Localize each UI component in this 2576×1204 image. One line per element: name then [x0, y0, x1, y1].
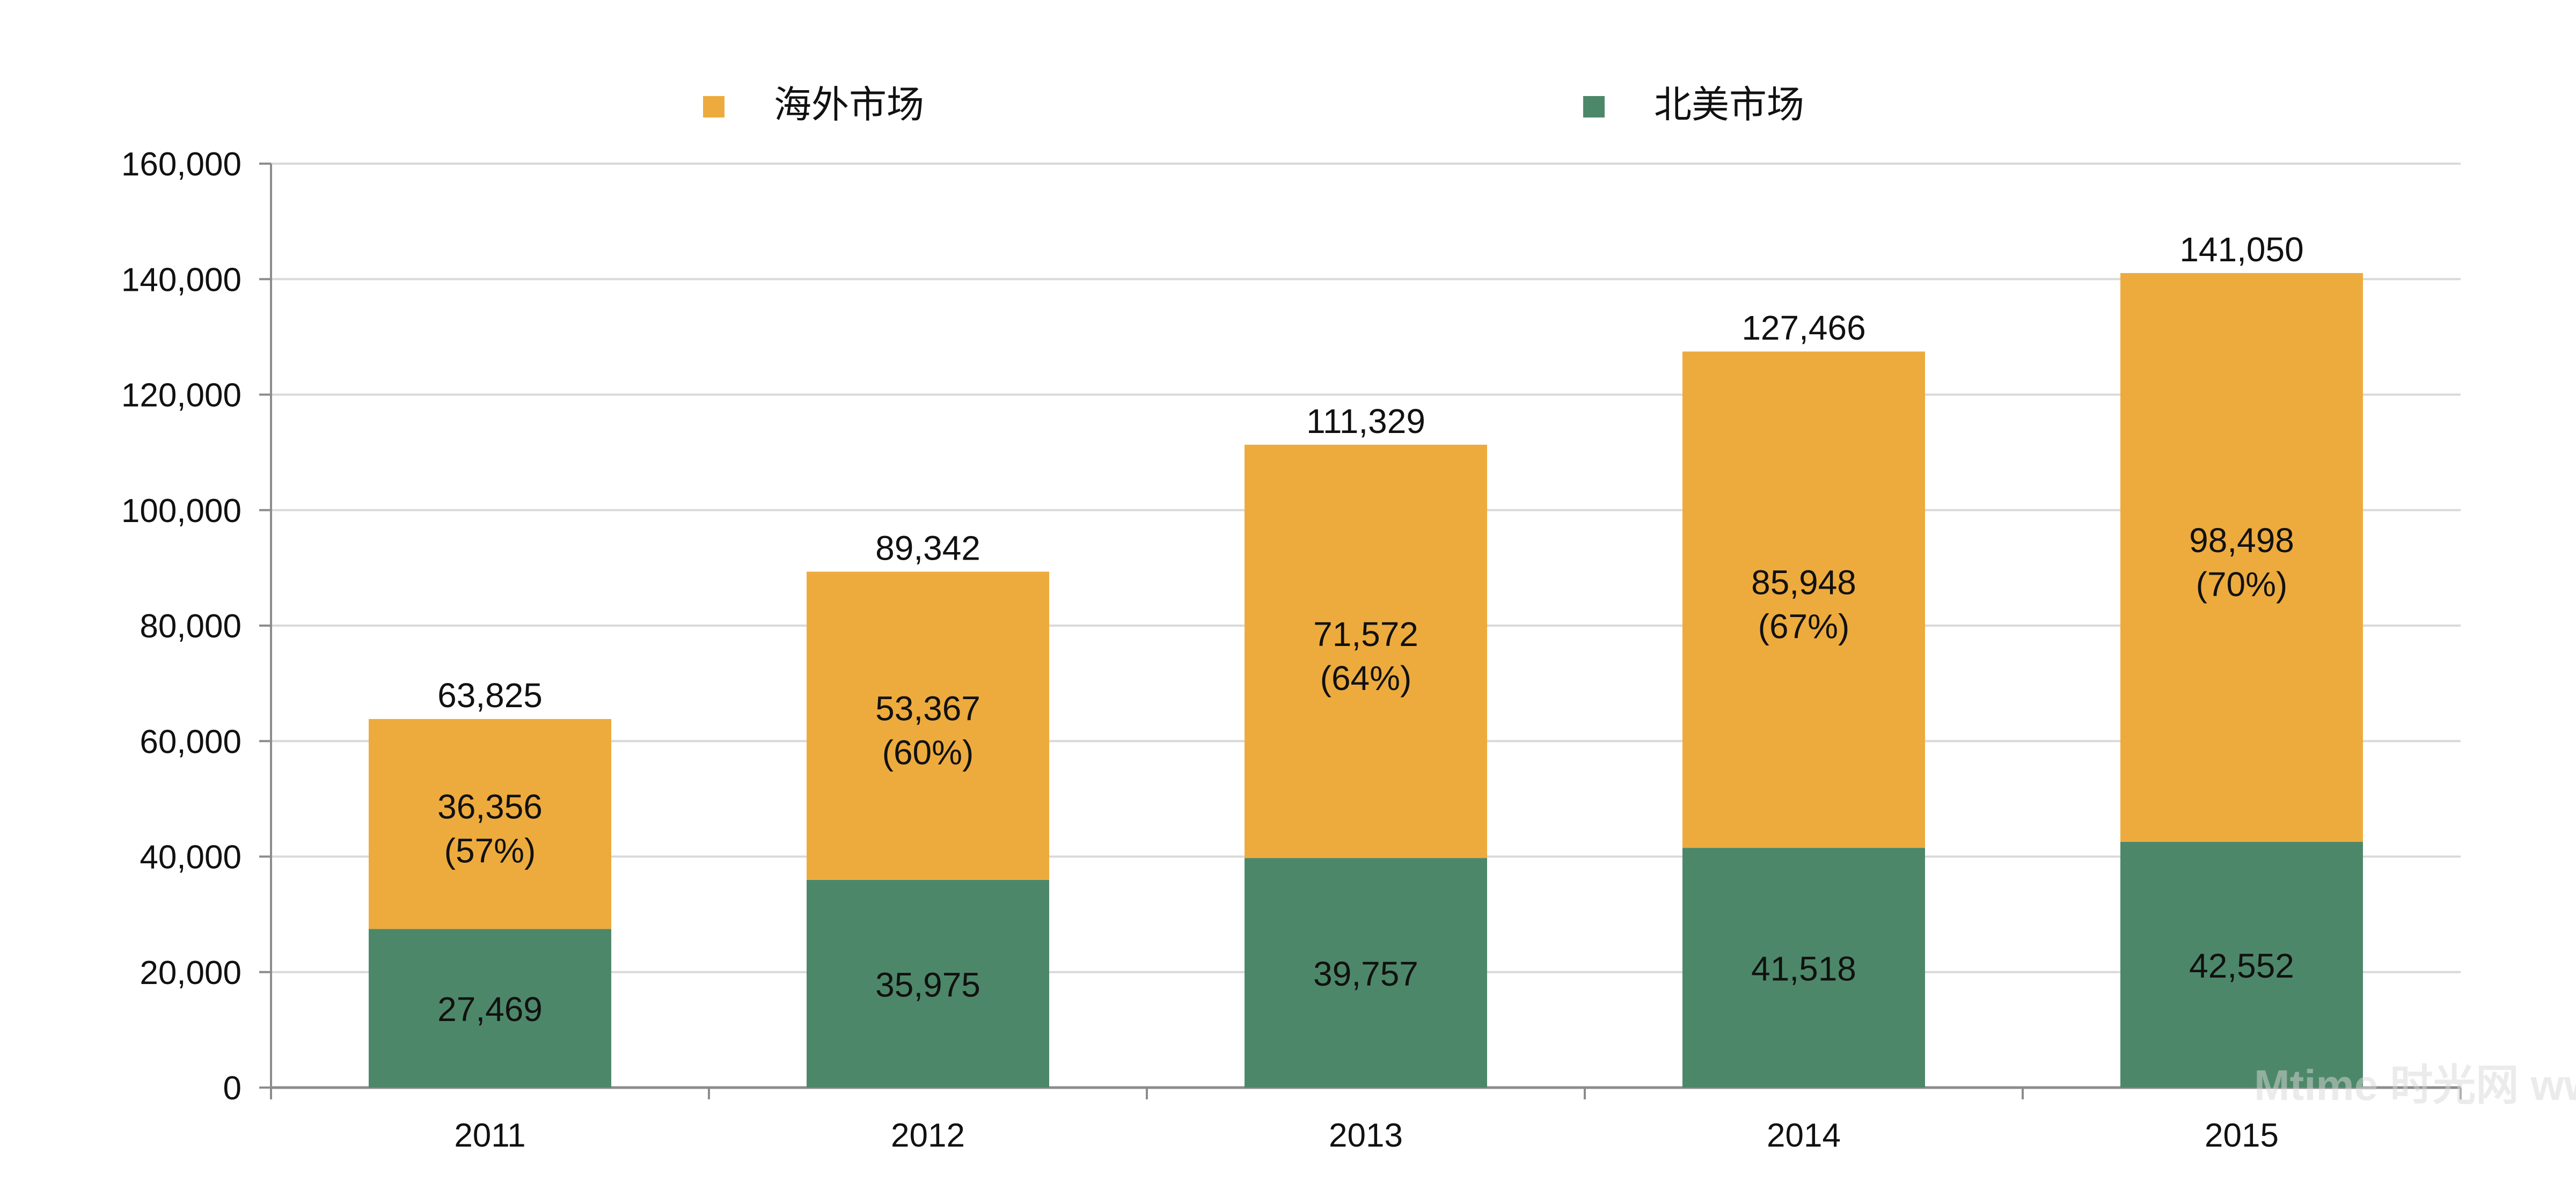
x-axis: 2011 2012 2013 2014 2015	[270, 1086, 2462, 1154]
bar-label-overseas: 98,498	[2189, 521, 2294, 560]
bar-overseas	[2120, 273, 2363, 842]
data-labels: 27,469 36,356 (57%) 63,825 35,975 53,367 (60%)…	[437, 230, 2304, 1029]
legend-label: 北美市场	[1654, 84, 1804, 126]
bar-label-overseas: 85,948	[1751, 563, 1856, 602]
bar-label-north-america: 27,469	[437, 990, 543, 1029]
y-tick-label: 80,000	[140, 608, 241, 645]
bar-north-america	[1682, 848, 1925, 1088]
bar-label-north-america: 35,975	[875, 965, 980, 1004]
y-tick-label: 140,000	[121, 261, 241, 298]
bar-label-overseas: 53,367	[875, 689, 980, 728]
x-tick-label: 2012	[891, 1117, 965, 1154]
bar-label-north-america: 39,757	[1313, 955, 1418, 993]
y-tick-label: 60,000	[140, 723, 241, 760]
bar-label-overseas-share: (64%)	[1320, 659, 1412, 698]
watermark-text: Mtime 时光网 www.mtime.com	[2254, 1061, 2576, 1109]
bar-total-label: 111,329	[1306, 402, 1425, 441]
bar-label-north-america: 42,552	[2189, 946, 2294, 985]
bar-north-america	[369, 929, 611, 1088]
bar-label-north-america: 41,518	[1751, 950, 1856, 988]
bar-total-label: 63,825	[437, 676, 543, 715]
bar-total-label: 127,466	[1741, 309, 1865, 347]
bar-north-america	[1245, 858, 1487, 1088]
bars	[369, 273, 2363, 1088]
bar-label-overseas-share: (57%)	[444, 832, 536, 870]
bar-label-overseas: 36,356	[437, 788, 543, 826]
bar-overseas	[369, 719, 611, 929]
legend-label: 海外市场	[774, 84, 924, 126]
y-tick-label: 20,000	[140, 955, 241, 992]
y-tick-label: 120,000	[121, 377, 241, 414]
bar-label-overseas: 71,572	[1313, 615, 1418, 654]
legend-swatch	[703, 96, 724, 118]
x-tick-label: 2015	[2205, 1117, 2279, 1154]
bar-overseas	[807, 571, 1049, 880]
x-tick-label: 2014	[1767, 1117, 1841, 1154]
bar-label-overseas-share: (70%)	[2196, 565, 2288, 604]
bar-overseas	[1245, 444, 1487, 858]
x-tick-label: 2011	[454, 1117, 525, 1154]
y-tick-label: 40,000	[140, 839, 241, 876]
bar-north-america	[807, 879, 1049, 1088]
legend-swatch	[1583, 96, 1605, 118]
y-tick-label: 160,000	[121, 146, 241, 183]
y-tick-label: 100,000	[121, 493, 241, 530]
legend: 海外市场 北美市场	[703, 84, 1804, 126]
x-tick-label: 2013	[1329, 1117, 1403, 1154]
bar-label-overseas-share: (67%)	[1758, 607, 1850, 646]
bar-total-label: 141,050	[2179, 230, 2303, 269]
bar-north-america	[2120, 842, 2363, 1088]
bar-overseas	[1682, 351, 1925, 848]
bar-label-overseas-share: (60%)	[882, 733, 974, 772]
watermark: Mtime 时光网 www.mtime.com	[2254, 1061, 2576, 1109]
y-axis: 0 20,000 40,000 60,000 80,000 100,000 120,000 1…	[121, 146, 272, 1107]
bar-total-label: 89,342	[875, 528, 980, 567]
y-tick-label: 0	[223, 1070, 241, 1107]
